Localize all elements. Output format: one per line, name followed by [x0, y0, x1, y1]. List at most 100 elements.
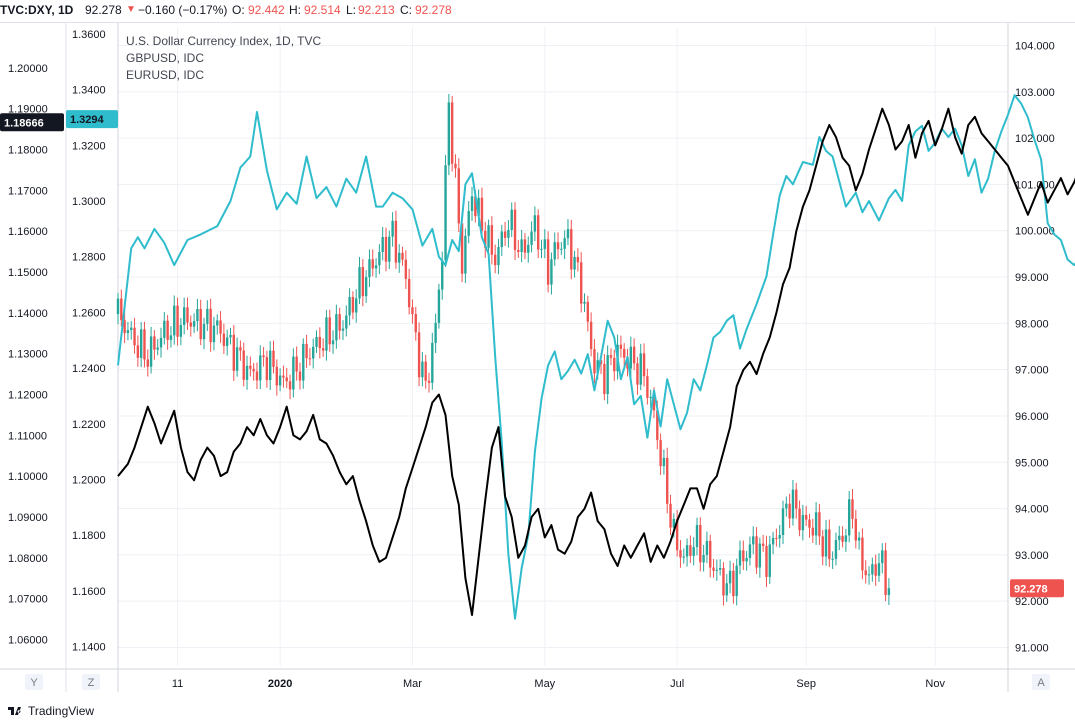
candle: [761, 543, 765, 546]
candle: [411, 307, 414, 315]
candle: [414, 314, 417, 333]
candle: [593, 349, 596, 374]
candle: [371, 259, 374, 269]
eur-axis-tick: 1.09000: [8, 512, 48, 524]
candle: [245, 365, 249, 380]
candle: [206, 308, 209, 324]
last-price: 92.278: [85, 3, 122, 17]
tradingview-logo[interactable]: TradingView: [8, 704, 94, 718]
legend-item-2: EURUSD, IDC: [126, 68, 204, 82]
candle: [249, 365, 252, 369]
candle: [149, 336, 153, 367]
right-axis-tick: 95.000: [1015, 457, 1049, 469]
candle: [831, 558, 834, 560]
candle: [460, 223, 464, 274]
auto-scale-button-bg[interactable]: [1032, 674, 1050, 690]
candle: [603, 363, 606, 395]
candle: [884, 550, 887, 596]
z-scale-button-bg[interactable]: [82, 674, 100, 690]
candle: [556, 242, 560, 250]
chart-pane[interactable]: 104.000 103.000 102.000 101.000 100.000 99.00…: [0, 22, 1075, 693]
candle: [666, 457, 669, 504]
candle: [477, 197, 480, 217]
candle: [202, 323, 206, 340]
y-scale-button-bg[interactable]: [25, 674, 43, 690]
candle: [785, 503, 788, 509]
candle: [728, 570, 732, 584]
candle: [828, 529, 831, 560]
candle: [417, 332, 421, 378]
candle: [123, 320, 126, 334]
candle: [235, 347, 239, 371]
candle: [278, 375, 282, 386]
candle: [874, 564, 877, 576]
candle: [732, 570, 735, 597]
candle: [563, 238, 566, 249]
candle: [887, 588, 891, 596]
candle: [199, 309, 202, 340]
close-label: C:: [400, 3, 412, 17]
candle: [712, 567, 715, 571]
candle: [431, 342, 434, 383]
candle: [513, 209, 517, 250]
gbp-axis-tick: 1.2400: [72, 363, 106, 375]
candle: [679, 550, 682, 558]
candle: [222, 333, 226, 346]
gbp-last-label: 1.3294: [70, 114, 105, 126]
candle: [546, 239, 550, 285]
price-chart[interactable]: 104.000103.000102.000101.000100.00099.00…: [0, 23, 1075, 693]
candle: [652, 397, 656, 411]
candle: [702, 555, 705, 563]
candle: [265, 357, 269, 381]
candle: [364, 277, 368, 297]
candle: [847, 499, 851, 536]
candle: [795, 489, 798, 509]
candle: [186, 307, 189, 323]
legend-item-0: U.S. Dollar Currency Index, 1D, TVC: [126, 34, 322, 48]
candle: [457, 168, 460, 224]
eur-last-label-bg: [0, 113, 64, 132]
candle: [219, 320, 222, 334]
candle: [474, 196, 477, 217]
candle: [126, 330, 130, 334]
candle: [738, 550, 742, 566]
candle: [182, 307, 186, 325]
candle: [530, 231, 533, 245]
candle: [758, 543, 762, 568]
candle: [570, 229, 573, 270]
candle: [338, 314, 341, 331]
candle: [242, 350, 245, 380]
eur-axis-tick: 1.14000: [8, 308, 48, 320]
candle: [470, 196, 474, 211]
candle: [672, 518, 676, 528]
right-axis-tick: 94.000: [1015, 504, 1049, 516]
candle: [298, 371, 302, 381]
candle: [374, 265, 378, 269]
candle: [225, 337, 229, 346]
candle: [252, 368, 255, 372]
time-axis-tick: May: [534, 678, 555, 690]
auto-scale-button[interactable]: A: [1037, 677, 1045, 689]
z-scale-button[interactable]: Z: [88, 677, 95, 689]
gbp-axis-tick: 1.2600: [72, 307, 106, 319]
candle: [609, 355, 613, 358]
candle: [116, 298, 120, 315]
candle: [685, 545, 689, 557]
candle: [662, 457, 666, 467]
candle: [209, 308, 212, 343]
candle: [718, 568, 722, 570]
candle: [659, 440, 662, 467]
candle: [811, 527, 814, 536]
candle: [533, 215, 537, 232]
candle: [871, 564, 874, 575]
symbol-name[interactable]: TVC:DXY, 1D: [0, 3, 74, 17]
candle: [818, 512, 821, 537]
candle: [381, 236, 384, 252]
eur-axis-tick: 1.11000: [8, 430, 47, 442]
candle: [613, 357, 616, 372]
candle: [464, 235, 467, 274]
candle: [854, 518, 858, 541]
candle: [328, 317, 331, 345]
y-scale-button[interactable]: Y: [30, 677, 38, 689]
candle: [143, 329, 146, 360]
